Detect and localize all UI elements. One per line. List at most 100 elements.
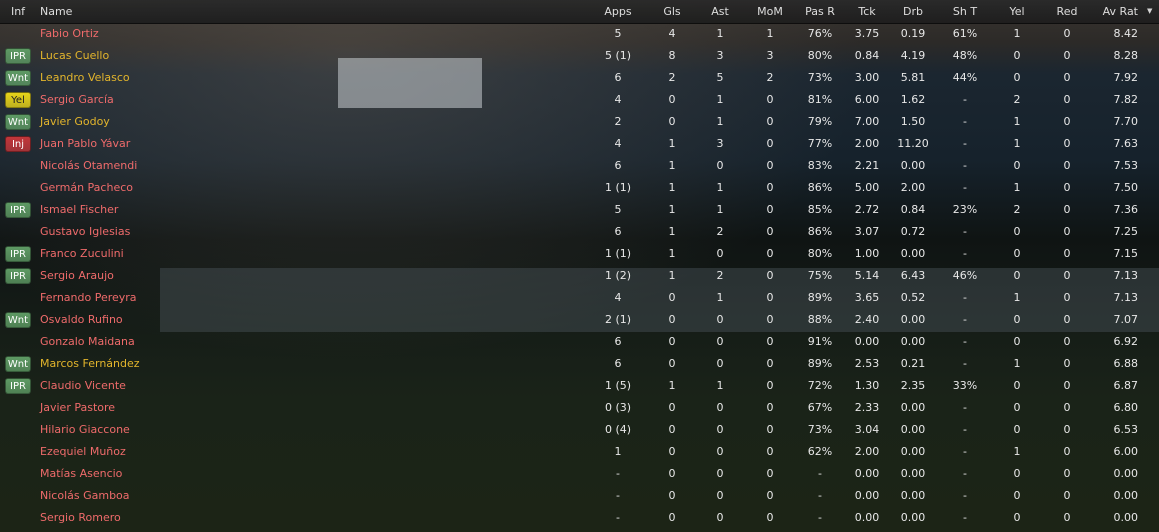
- cell-gls: 0: [668, 445, 676, 458]
- cell-pas-r: 62%: [807, 445, 833, 458]
- cell-mom: 0: [766, 137, 774, 150]
- table-row[interactable]: IPR Franco Zuculini 1 (1) 1 0 0 80% 1.00 0.00 - 0 0…: [0, 243, 1159, 265]
- column-header-name[interactable]: Name: [40, 5, 73, 18]
- player-name-link[interactable]: Franco Zuculini: [40, 247, 124, 260]
- table-row[interactable]: Hilario Giaccone 0 (4) 0 0 0 73% 3.04 0.00 - 0 0 6.…: [0, 419, 1159, 441]
- player-name-link[interactable]: Germán Pacheco: [40, 181, 133, 194]
- cell-sh-t: -: [963, 489, 967, 502]
- table-row[interactable]: Yel Sergio García 4 0 1 0 81% 6.00 1.62 - 2 0 7.82: [0, 89, 1159, 111]
- cell-tck: 2.40: [854, 313, 880, 326]
- cell-apps: 5: [614, 203, 622, 216]
- table-row[interactable]: Germán Pacheco 1 (1) 1 1 0 86% 5.00 2.00 - 1 0 7.50: [0, 177, 1159, 199]
- info-badge-ipr[interactable]: IPR: [5, 268, 31, 284]
- player-name-link[interactable]: Fabio Ortiz: [40, 27, 99, 40]
- sort-down-icon[interactable]: ▼: [1147, 7, 1153, 15]
- table-row[interactable]: IPR Claudio Vicente 1 (5) 1 1 0 72% 1.30 2.35 33%…: [0, 375, 1159, 397]
- player-name-link[interactable]: Javier Godoy: [40, 115, 110, 128]
- column-header-gls[interactable]: Gls: [663, 5, 681, 18]
- cell-av-rat: 7.15: [1113, 247, 1139, 260]
- cell-av-rat: 0.00: [1113, 467, 1139, 480]
- column-header-tck[interactable]: Tck: [858, 5, 876, 18]
- cell-pas-r: 88%: [807, 313, 833, 326]
- table-row[interactable]: Inj Juan Pablo Yávar 4 1 3 0 77% 2.00 11.20 - 1 0 7.…: [0, 133, 1159, 155]
- player-name-link[interactable]: Juan Pablo Yávar: [40, 137, 131, 150]
- cell-apps: 6: [614, 335, 622, 348]
- column-header-mom[interactable]: MoM: [757, 5, 783, 18]
- table-row[interactable]: Wnt Leandro Velasco 6 2 5 2 73% 3.00 5.81 44% 0 0 7.…: [0, 67, 1159, 89]
- column-header-apps[interactable]: Apps: [604, 5, 632, 18]
- info-badge-wnt[interactable]: Wnt: [5, 356, 31, 372]
- column-header-yel[interactable]: Yel: [1009, 5, 1025, 18]
- player-name-link[interactable]: Lucas Cuello: [40, 49, 110, 62]
- player-name-link[interactable]: Leandro Velasco: [40, 71, 130, 84]
- player-name-link[interactable]: Ezequiel Muñoz: [40, 445, 126, 458]
- player-name-link[interactable]: Osvaldo Rufino: [40, 313, 123, 326]
- cell-sh-t: -: [963, 225, 967, 238]
- table-row[interactable]: Fernando Pereyra 4 0 1 0 89% 3.65 0.52 - 1 0 7.13: [0, 287, 1159, 309]
- table-row[interactable]: IPR Sergio Araujo 1 (2) 1 2 0 75% 5.14 6.43 46% 0 0…: [0, 265, 1159, 287]
- player-name-link[interactable]: Fernando Pereyra: [40, 291, 137, 304]
- column-header-red[interactable]: Red: [1056, 5, 1078, 18]
- cell-mom: 0: [766, 511, 774, 524]
- player-name-link[interactable]: Gonzalo Maidana: [40, 335, 135, 348]
- player-name-link[interactable]: Matías Asencio: [40, 467, 123, 480]
- cell-ast: 2: [716, 269, 724, 282]
- table-row[interactable]: Wnt Marcos Fernández 6 0 0 0 89% 2.53 0.21 - 1 0 6.8…: [0, 353, 1159, 375]
- cell-pas-r: 67%: [807, 401, 833, 414]
- table-row[interactable]: Nicolás Otamendi 6 1 0 0 83% 2.21 0.00 - 0 0 7.53: [0, 155, 1159, 177]
- table-row[interactable]: Wnt Osvaldo Rufino 2 (1) 0 0 0 88% 2.40 0.00 - 0 0 7…: [0, 309, 1159, 331]
- cell-pas-r: 79%: [807, 115, 833, 128]
- column-header-sh-t[interactable]: Sh T: [952, 5, 978, 18]
- player-name-link[interactable]: Javier Pastore: [40, 401, 116, 414]
- table-row[interactable]: Matías Asencio - 0 0 0 - 0.00 0.00 - 0 0 0.00: [0, 463, 1159, 485]
- player-name-link[interactable]: Nicolás Gamboa: [40, 489, 130, 502]
- player-name-link[interactable]: Sergio García: [40, 93, 114, 106]
- cell-av-rat: 8.42: [1113, 27, 1139, 40]
- cell-av-rat: 6.80: [1113, 401, 1139, 414]
- info-badge-ipr[interactable]: IPR: [5, 202, 31, 218]
- table-row[interactable]: IPR Lucas Cuello 5 (1) 8 3 3 80% 0.84 4.19 48% 0 0 8…: [0, 45, 1159, 67]
- cell-sh-t: -: [963, 335, 967, 348]
- player-name-link[interactable]: Sergio Araujo: [40, 269, 114, 282]
- table-row[interactable]: Ezequiel Muñoz 1 0 0 0 62% 2.00 0.00 - 1 0 6.00: [0, 441, 1159, 463]
- player-name-link[interactable]: Gustavo Iglesias: [40, 225, 131, 238]
- cell-tck: 2.33: [854, 401, 880, 414]
- info-badge-ipr[interactable]: IPR: [5, 48, 31, 64]
- table-row[interactable]: IPR Ismael Fischer 5 1 1 0 85% 2.72 0.84 23% 2 0 7.3…: [0, 199, 1159, 221]
- column-header-inf[interactable]: Inf: [10, 5, 26, 18]
- cell-pas-r: 89%: [807, 291, 833, 304]
- info-badge-ipr[interactable]: IPR: [5, 246, 31, 262]
- cell-red: 0: [1063, 291, 1071, 304]
- column-header-pas-r[interactable]: Pas R: [805, 5, 835, 18]
- table-row[interactable]: Fabio Ortiz 5 4 1 1 76% 3.75 0.19 61% 1 0 8.42: [0, 23, 1159, 45]
- info-badge-inj[interactable]: Inj: [5, 136, 31, 152]
- cell-gls: 1: [668, 225, 676, 238]
- cell-drb: 1.50: [900, 115, 926, 128]
- info-badge-wnt[interactable]: Wnt: [5, 70, 31, 86]
- cell-ast: 1: [716, 93, 724, 106]
- table-row[interactable]: Sergio Romero - 0 0 0 - 0.00 0.00 - 0 0 0.00: [0, 507, 1159, 529]
- column-header-av-rat[interactable]: Av Rat: [1102, 5, 1138, 18]
- player-name-link[interactable]: Hilario Giaccone: [40, 423, 130, 436]
- player-name-link[interactable]: Marcos Fernández: [40, 357, 140, 370]
- table-row[interactable]: Javier Pastore 0 (3) 0 0 0 67% 2.33 0.00 - 0 0 6.80: [0, 397, 1159, 419]
- cell-yel: 0: [1013, 379, 1021, 392]
- player-name-link[interactable]: Sergio Romero: [40, 511, 121, 524]
- player-name-link[interactable]: Claudio Vicente: [40, 379, 126, 392]
- column-header-drb[interactable]: Drb: [903, 5, 923, 18]
- cell-mom: 0: [766, 159, 774, 172]
- table-row[interactable]: Wnt Javier Godoy 2 0 1 0 79% 7.00 1.50 - 1 0 7.70: [0, 111, 1159, 133]
- cell-apps: 6: [614, 225, 622, 238]
- table-row[interactable]: Nicolás Gamboa - 0 0 0 - 0.00 0.00 - 0 0 0.00: [0, 485, 1159, 507]
- column-header-ast[interactable]: Ast: [711, 5, 729, 18]
- table-row[interactable]: Gustavo Iglesias 6 1 2 0 86% 3.07 0.72 - 0 0 7.25: [0, 221, 1159, 243]
- info-badge-wnt[interactable]: Wnt: [5, 114, 31, 130]
- player-name-link[interactable]: Nicolás Otamendi: [40, 159, 138, 172]
- player-name-link[interactable]: Ismael Fischer: [40, 203, 119, 216]
- info-badge-ipr[interactable]: IPR: [5, 378, 31, 394]
- info-badge-yel[interactable]: Yel: [5, 92, 31, 108]
- cell-av-rat: 7.07: [1113, 313, 1139, 326]
- table-row[interactable]: Gonzalo Maidana 6 0 0 0 91% 0.00 0.00 - 0 0 6.92: [0, 331, 1159, 353]
- cell-mom: 2: [766, 71, 774, 84]
- info-badge-wnt[interactable]: Wnt: [5, 312, 31, 328]
